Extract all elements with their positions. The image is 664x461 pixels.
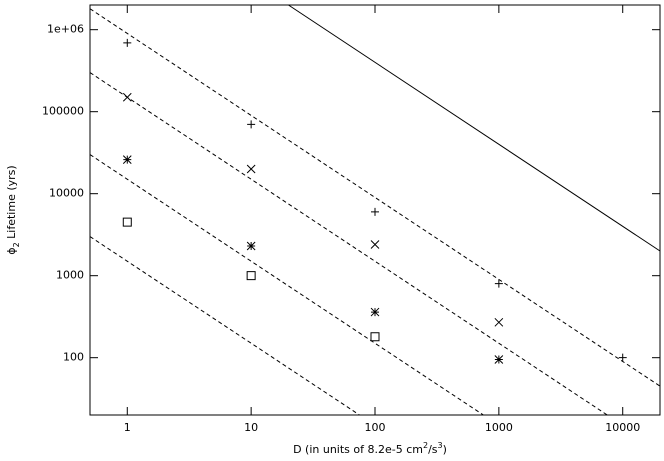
- x-label-sup: 2: [423, 441, 428, 450]
- y-axis-label: ϕ2 Lifetime (yrs): [5, 165, 21, 254]
- fit-line: [89, 72, 608, 416]
- point: [370, 307, 380, 317]
- point: [123, 38, 132, 47]
- y-label-part: ϕ: [5, 247, 18, 254]
- point: [246, 164, 256, 174]
- fit-line: [89, 154, 484, 416]
- y-label-sub: 2: [12, 242, 21, 247]
- point: [122, 217, 132, 227]
- point: [371, 207, 379, 216]
- y-tick-label: 10000: [49, 187, 84, 200]
- x-tick-label: 100: [365, 421, 386, 434]
- y-tick-label: 1000: [56, 269, 84, 282]
- point: [246, 241, 256, 251]
- x-tick-label: 1: [124, 421, 131, 434]
- x-tick-label: 10000: [605, 421, 640, 434]
- point: [494, 355, 504, 364]
- y-tick-label: 100000: [42, 105, 84, 118]
- y-label-part: Lifetime (yrs): [5, 165, 18, 242]
- point: [494, 279, 503, 288]
- x-label-sup: 3: [438, 441, 443, 450]
- fit-line: [89, 8, 661, 387]
- x-label-part: D (in units of 8.2e-5 cm: [293, 443, 423, 456]
- y-tick-label: 100: [63, 351, 84, 364]
- point: [122, 155, 132, 165]
- point: [246, 271, 256, 281]
- x-label-part: /s: [428, 443, 438, 456]
- point: [370, 332, 380, 342]
- fit-line: [89, 236, 360, 416]
- point: [247, 120, 256, 129]
- fit-line: [288, 4, 661, 252]
- x-tick-label: 1000: [485, 421, 513, 434]
- point: [494, 317, 504, 327]
- x-tick-label: 10: [244, 421, 258, 434]
- y-tick-label: 1e+06: [47, 23, 84, 36]
- point: [370, 240, 380, 249]
- x-axis-label: D (in units of 8.2e-5 cm2/s3): [293, 441, 447, 457]
- x-label-part: ): [443, 443, 447, 456]
- point: [618, 353, 627, 362]
